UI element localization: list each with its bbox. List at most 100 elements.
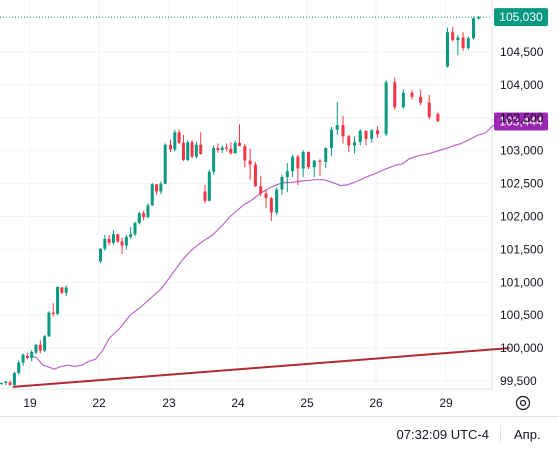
candle[interactable] <box>150 182 154 206</box>
candle[interactable] <box>364 130 368 146</box>
ma-price-label[interactable]: 103,444 <box>494 112 548 131</box>
candle[interactable] <box>8 381 12 386</box>
candle[interactable] <box>12 371 16 386</box>
candle[interactable] <box>347 134 351 153</box>
candle[interactable] <box>393 77 397 110</box>
candle[interactable] <box>137 211 141 225</box>
candle[interactable] <box>107 234 111 246</box>
candle[interactable] <box>155 184 159 195</box>
candle[interactable] <box>370 128 374 143</box>
candle[interactable] <box>103 234 107 251</box>
candle[interactable] <box>4 381 8 385</box>
candle[interactable] <box>324 147 328 168</box>
candle[interactable] <box>301 150 305 178</box>
candle[interactable] <box>173 129 177 152</box>
candle[interactable] <box>129 227 133 239</box>
candle[interactable] <box>419 90 423 106</box>
candle[interactable] <box>472 17 475 40</box>
candle[interactable] <box>220 145 224 154</box>
session-clock[interactable]: 07:32:09 UTC-4 <box>396 427 490 442</box>
candle[interactable] <box>64 285 68 297</box>
candle[interactable] <box>21 353 25 366</box>
candle[interactable] <box>427 94 431 120</box>
candle[interactable] <box>203 184 207 204</box>
candle[interactable] <box>99 248 102 264</box>
candle[interactable] <box>280 175 284 195</box>
candle[interactable] <box>169 139 172 153</box>
candle[interactable] <box>43 334 47 353</box>
candle[interactable] <box>216 143 220 153</box>
candle[interactable] <box>291 154 295 178</box>
candle[interactable] <box>51 303 55 317</box>
candle[interactable] <box>296 154 300 185</box>
candle[interactable] <box>376 126 379 138</box>
candle[interactable] <box>124 234 128 250</box>
candle[interactable] <box>330 127 333 156</box>
candle[interactable] <box>456 34 460 56</box>
candle[interactable] <box>335 102 339 135</box>
candle[interactable] <box>146 203 150 219</box>
candle[interactable] <box>120 237 124 255</box>
chart-svg[interactable]: 105,030 103,444 99,500 100,000 100,500 101,0… <box>0 0 559 416</box>
candle[interactable] <box>353 136 356 154</box>
y-axis[interactable]: 99,500 100,000 100,500 101,000 101,500 102,00… <box>500 45 544 388</box>
candle[interactable] <box>181 134 185 162</box>
candle[interactable] <box>0 382 3 385</box>
adjustment-button[interactable]: Апр. <box>514 427 541 442</box>
candle[interactable] <box>259 175 263 197</box>
candle[interactable] <box>207 169 211 202</box>
candle[interactable] <box>477 15 481 20</box>
trend-line[interactable] <box>12 347 510 388</box>
candle[interactable] <box>142 210 146 221</box>
candle[interactable] <box>186 140 190 162</box>
candle[interactable] <box>233 140 237 154</box>
candle[interactable] <box>318 159 322 176</box>
candle[interactable] <box>312 159 316 178</box>
candle[interactable] <box>212 145 216 175</box>
candle[interactable] <box>384 80 388 137</box>
candle[interactable] <box>190 140 194 158</box>
candle[interactable] <box>285 163 289 193</box>
candle[interactable] <box>358 128 362 146</box>
candle[interactable] <box>116 233 120 243</box>
last-price-label[interactable]: 105,030 <box>494 8 548 27</box>
candle[interactable] <box>410 90 414 100</box>
candle[interactable] <box>307 151 310 170</box>
candle[interactable] <box>451 26 455 42</box>
candle[interactable] <box>341 115 345 144</box>
candle[interactable] <box>264 190 268 208</box>
candle[interactable] <box>30 350 34 362</box>
moving-average-line[interactable] <box>29 121 500 370</box>
candle[interactable] <box>238 124 241 147</box>
candle[interactable] <box>248 148 252 180</box>
candle[interactable] <box>401 89 405 109</box>
candle[interactable] <box>34 344 38 355</box>
candle[interactable] <box>163 143 167 185</box>
candle[interactable] <box>133 221 137 237</box>
candle[interactable] <box>225 143 229 152</box>
candle[interactable] <box>269 196 273 222</box>
candle[interactable] <box>38 340 42 354</box>
candle[interactable] <box>177 129 181 145</box>
candle-body <box>99 248 102 262</box>
candle[interactable] <box>275 187 279 216</box>
candle[interactable] <box>461 32 465 51</box>
candle[interactable] <box>229 142 233 155</box>
candle[interactable] <box>436 112 440 123</box>
candle[interactable] <box>25 352 29 360</box>
gear-icon[interactable] <box>515 395 531 411</box>
candle[interactable] <box>111 230 115 245</box>
candle[interactable] <box>56 286 60 316</box>
x-axis[interactable]: 19 22 23 24 25 26 29 <box>23 396 453 410</box>
candle[interactable] <box>253 161 257 187</box>
candle[interactable] <box>60 286 64 295</box>
candle[interactable] <box>243 144 247 168</box>
candle[interactable] <box>17 360 21 375</box>
candle[interactable] <box>159 181 163 195</box>
candle[interactable] <box>446 27 449 68</box>
candle[interactable] <box>194 141 198 159</box>
candle[interactable] <box>466 36 470 51</box>
candle[interactable] <box>199 132 203 155</box>
candle[interactable] <box>47 311 51 337</box>
